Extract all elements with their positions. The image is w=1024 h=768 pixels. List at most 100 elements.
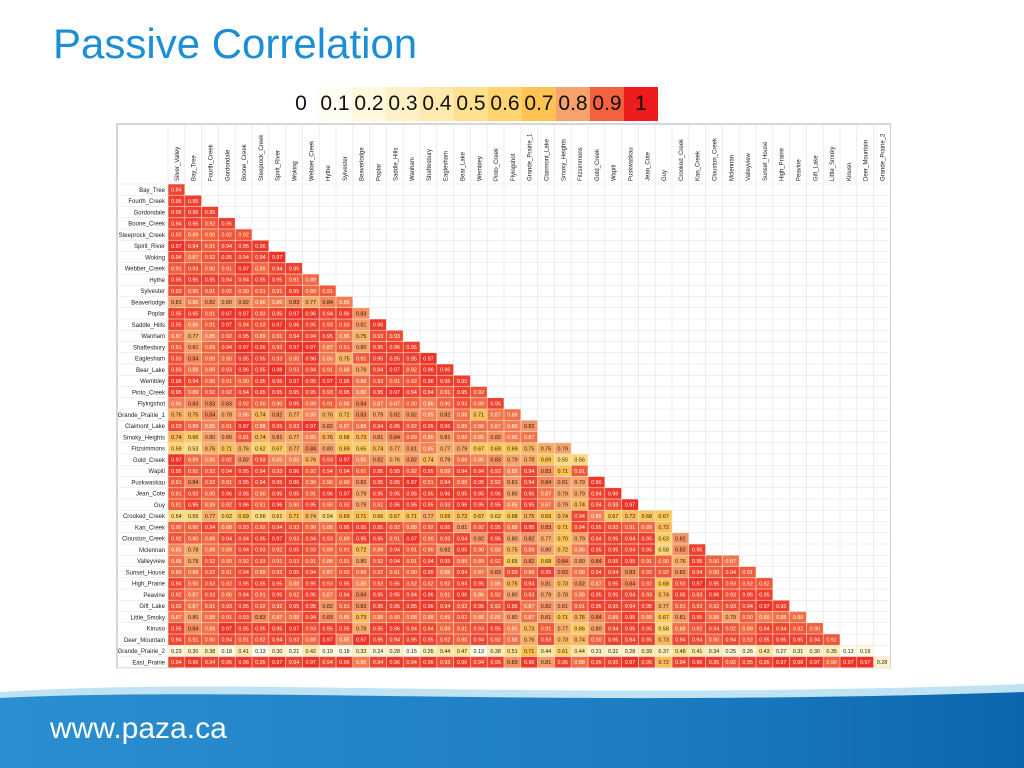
- heatmap-cell: [571, 521, 588, 533]
- heatmap-cell-value: 0.95: [642, 626, 653, 632]
- heatmap-cell-value: 0.41: [238, 649, 249, 655]
- heatmap-cell-value: 0.95: [339, 390, 350, 396]
- column-header-label: Shaftesbury: [427, 149, 433, 181]
- heatmap-cell-value: 0.95: [490, 536, 501, 542]
- heatmap-cell: [269, 623, 286, 634]
- heatmap-cell: [269, 386, 286, 398]
- heatmap-cell-value: 0.72: [356, 548, 367, 554]
- heatmap-cell: [722, 623, 739, 634]
- heatmap-cell: [285, 308, 303, 319]
- heatmap-cell: [588, 589, 605, 600]
- heatmap-cell-value: 0.77: [440, 446, 451, 452]
- heatmap-cell: [605, 578, 622, 589]
- heatmap-cell-value: 0.96: [457, 593, 468, 599]
- heatmap-cell-value: 0.91: [255, 289, 266, 295]
- heatmap-cell: [554, 533, 571, 544]
- heatmap-cell-value: 0.95: [171, 311, 182, 317]
- heatmap-cell: [319, 443, 336, 454]
- heatmap-cell: [319, 578, 336, 589]
- heatmap-cell: [201, 623, 219, 634]
- heatmap-cell: [722, 600, 739, 612]
- heatmap-cell: [621, 510, 639, 522]
- heatmap-cell-value: 0.76: [322, 435, 333, 441]
- heatmap-cell: [218, 656, 235, 668]
- heatmap-cell-value: 0.92: [222, 289, 233, 295]
- heatmap-cell: [621, 611, 639, 623]
- heatmap-cell: [218, 364, 235, 375]
- heatmap-cell-value: 0.97: [272, 536, 283, 542]
- heatmap-cell: [285, 386, 303, 398]
- column-header-label: Peavine: [797, 159, 803, 181]
- heatmap-cell-value: 0.92: [406, 424, 417, 430]
- heatmap-cell-value: 0.95: [188, 503, 199, 509]
- heatmap-cell: [756, 634, 773, 645]
- heatmap-cell-value: 0.84: [188, 480, 199, 486]
- heatmap-cell: [453, 488, 471, 499]
- heatmap-cell: [521, 634, 538, 645]
- heatmap-cell: [168, 488, 185, 499]
- heatmap-cell-value: 0.91: [440, 390, 451, 396]
- heatmap-cell-value: 0.93: [238, 525, 249, 531]
- heatmap-cell-value: 0.95: [171, 210, 182, 216]
- column-header-label: Smoky_Heights: [561, 139, 567, 181]
- heatmap-cell-value: 0.91: [356, 356, 367, 362]
- heatmap-cell: [504, 499, 521, 510]
- heatmap-cell-value: 0.94: [222, 536, 233, 542]
- heatmap-cell-value: 0.85: [205, 424, 216, 430]
- heatmap-cell: [504, 454, 521, 465]
- heatmap-cell: [504, 510, 521, 522]
- heatmap-cell: [453, 443, 471, 454]
- heatmap-cell-value: 0.86: [759, 615, 770, 621]
- heatmap-cell: [168, 454, 185, 465]
- heatmap-cell-value: 0.86: [272, 300, 283, 306]
- heatmap-cell: [806, 634, 823, 645]
- heatmap-cell: [453, 398, 471, 409]
- heatmap-cell-value: 0.91: [205, 323, 216, 329]
- heatmap-cell-value: 0.69: [490, 446, 501, 452]
- heatmap-cell: [437, 454, 454, 465]
- heatmap-cell: [470, 533, 487, 544]
- heatmap-cell-value: 0.90: [222, 356, 233, 362]
- heatmap-cell: [773, 656, 790, 668]
- heatmap-cell-value: 0.85: [356, 581, 367, 587]
- heatmap-cell-value: 0.89: [205, 536, 216, 542]
- heatmap-cell: [218, 229, 235, 240]
- heatmap-cell-value: 0.63: [658, 536, 669, 542]
- heatmap-cell-value: 0.87: [524, 435, 535, 441]
- heatmap-cell-value: 0.92: [205, 390, 216, 396]
- heatmap-cell: [672, 634, 689, 645]
- heatmap-cell: [269, 420, 286, 432]
- heatmap-cell-value: 0.38: [205, 649, 216, 655]
- heatmap-cell: [571, 600, 588, 612]
- heatmap-cell-value: 0.83: [356, 413, 367, 419]
- heatmap-cell-value: 0.83: [255, 615, 266, 621]
- row-header-label: Claimont_Lake: [125, 424, 166, 430]
- heatmap-cell-value: 0.83: [356, 604, 367, 610]
- heatmap-cell: [773, 600, 790, 612]
- heatmap-cell-value: 0.94: [625, 593, 636, 599]
- heatmap-cell-value: 0.89: [188, 458, 199, 464]
- heatmap-cell-value: 0.76: [238, 446, 249, 452]
- heatmap-cell-value: 0.95: [373, 536, 384, 542]
- heatmap-cell-value: 0.13: [474, 649, 485, 655]
- heatmap-cell: [201, 645, 219, 657]
- heatmap-cell-value: 0.80: [222, 435, 233, 441]
- heatmap-cell-value: 0.87: [541, 491, 552, 497]
- heatmap-cell-value: 0.75: [188, 413, 199, 419]
- heatmap-cell: [168, 308, 185, 319]
- heatmap-cell-value: 0.97: [322, 379, 333, 385]
- heatmap-cell-value: 0.96: [423, 368, 434, 374]
- heatmap-cell-value: 0.78: [188, 548, 199, 554]
- heatmap-cell: [420, 364, 437, 375]
- heatmap-cell-value: 0.90: [272, 401, 283, 407]
- heatmap-cell: [168, 274, 185, 285]
- footer-website-link[interactable]: www.paza.ca: [50, 712, 227, 745]
- heatmap-cell: [218, 218, 235, 229]
- heatmap-cell-value: 0.91: [171, 491, 182, 497]
- row-header-label: Webber_Creek: [125, 267, 166, 273]
- column-header-label: Poplar: [377, 164, 383, 181]
- heatmap-cell: [302, 319, 319, 330]
- heatmap-cell: [319, 611, 336, 623]
- heatmap-cell: [336, 533, 353, 544]
- heatmap-cell: [235, 274, 252, 285]
